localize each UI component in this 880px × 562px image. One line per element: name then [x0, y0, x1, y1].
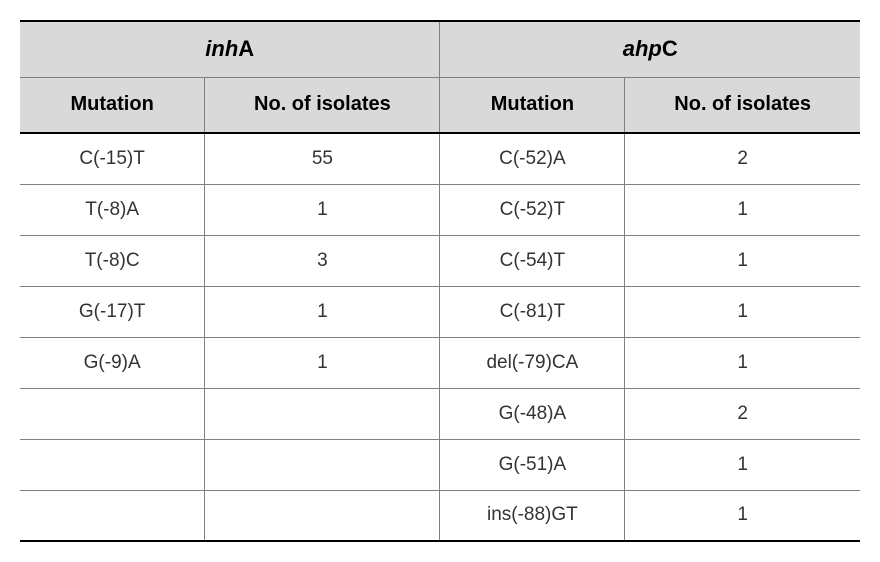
cell-ahpc-mutation: C(-81)T [440, 286, 625, 337]
cell-inha-mutation: C(-15)T [20, 133, 205, 184]
cell-inha-count [205, 388, 440, 439]
group-name-roman: A [238, 36, 254, 61]
cell-inha-mutation: T(-8)C [20, 235, 205, 286]
cell-inha-mutation [20, 439, 205, 490]
cell-ahpc-count: 1 [625, 490, 860, 541]
cell-inha-count: 1 [205, 286, 440, 337]
col-header-mutation-inha: Mutation [20, 77, 205, 133]
cell-ahpc-mutation: ins(-88)GT [440, 490, 625, 541]
table-body: C(-15)T 55 C(-52)A 2 T(-8)A 1 C(-52)T 1 … [20, 133, 860, 541]
col-header-mutation-ahpc: Mutation [440, 77, 625, 133]
cell-inha-mutation: T(-8)A [20, 184, 205, 235]
cell-inha-count: 3 [205, 235, 440, 286]
cell-inha-mutation: G(-9)A [20, 337, 205, 388]
cell-ahpc-count: 1 [625, 235, 860, 286]
table-row: G(-17)T 1 C(-81)T 1 [20, 286, 860, 337]
table-row: C(-15)T 55 C(-52)A 2 [20, 133, 860, 184]
group-header-inha: inhA [20, 21, 440, 77]
cell-inha-count: 1 [205, 184, 440, 235]
cell-ahpc-mutation: C(-54)T [440, 235, 625, 286]
cell-inha-count: 55 [205, 133, 440, 184]
cell-ahpc-count: 2 [625, 388, 860, 439]
table-row: G(-48)A 2 [20, 388, 860, 439]
cell-ahpc-mutation: G(-48)A [440, 388, 625, 439]
cell-ahpc-mutation: G(-51)A [440, 439, 625, 490]
cell-inha-mutation: G(-17)T [20, 286, 205, 337]
col-header-count-inha: No. of isolates [205, 77, 440, 133]
cell-inha-mutation [20, 388, 205, 439]
cell-ahpc-count: 1 [625, 286, 860, 337]
table-row: G(-9)A 1 del(-79)CA 1 [20, 337, 860, 388]
cell-inha-count [205, 439, 440, 490]
cell-ahpc-count: 1 [625, 439, 860, 490]
cell-inha-count: 1 [205, 337, 440, 388]
group-header-row: inhA ahpC [20, 21, 860, 77]
group-header-ahpc: ahpC [440, 21, 860, 77]
column-header-row: Mutation No. of isolates Mutation No. of… [20, 77, 860, 133]
table-row: T(-8)C 3 C(-54)T 1 [20, 235, 860, 286]
cell-ahpc-count: 1 [625, 337, 860, 388]
cell-ahpc-mutation: C(-52)T [440, 184, 625, 235]
table-row: ins(-88)GT 1 [20, 490, 860, 541]
cell-ahpc-mutation: C(-52)A [440, 133, 625, 184]
cell-ahpc-count: 2 [625, 133, 860, 184]
cell-ahpc-count: 1 [625, 184, 860, 235]
col-header-count-ahpc: No. of isolates [625, 77, 860, 133]
mutation-table: inhA ahpC Mutation No. of isolates Mutat… [20, 20, 860, 542]
group-name-roman: C [662, 36, 678, 61]
group-name-italic: inh [205, 36, 238, 61]
cell-ahpc-mutation: del(-79)CA [440, 337, 625, 388]
group-name-italic: ahp [623, 36, 662, 61]
cell-inha-count [205, 490, 440, 541]
table-row: G(-51)A 1 [20, 439, 860, 490]
cell-inha-mutation [20, 490, 205, 541]
table-row: T(-8)A 1 C(-52)T 1 [20, 184, 860, 235]
